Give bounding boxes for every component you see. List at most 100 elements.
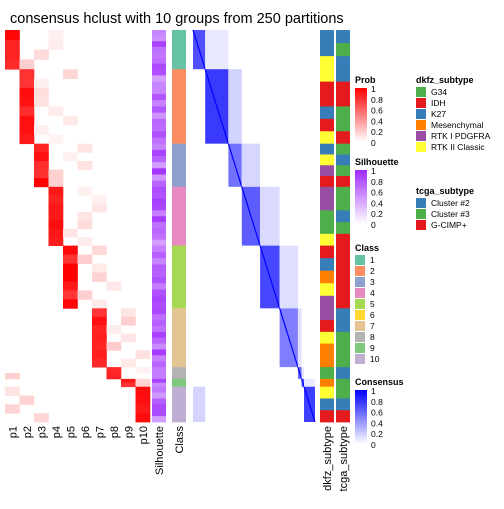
dkfz-subtype-cell bbox=[320, 154, 334, 166]
dkfz-subtype-cell bbox=[320, 308, 334, 321]
prob-cell bbox=[92, 341, 107, 351]
tcga-subtype-label: tcga_subtype bbox=[338, 426, 350, 491]
silhouette-cell bbox=[152, 35, 166, 42]
consensus-diagonal bbox=[297, 366, 303, 380]
silhouette-cell bbox=[152, 392, 166, 399]
silhouette-cell bbox=[152, 204, 166, 211]
prob-cell bbox=[77, 237, 93, 246]
prob-cell bbox=[48, 169, 64, 179]
consensus-legend-tick: 1 bbox=[371, 386, 376, 396]
tcga-subtype-cell bbox=[336, 308, 350, 321]
prob-cell bbox=[92, 245, 107, 255]
dkfz-subtype-cell bbox=[320, 295, 334, 309]
prob-cell bbox=[92, 263, 107, 273]
tcga-subtype-cell bbox=[336, 320, 350, 333]
silhouette-cell bbox=[152, 41, 166, 48]
consensus-offblock bbox=[241, 143, 261, 187]
class-legend-item: 7 bbox=[370, 321, 375, 331]
consensus-diagonal bbox=[301, 378, 305, 387]
silhouette-cell bbox=[152, 251, 166, 259]
class-cell-4 bbox=[172, 186, 186, 246]
tcga-subtype-cell bbox=[336, 378, 350, 388]
class-label: Class bbox=[174, 426, 186, 454]
silhouette-cell bbox=[152, 81, 166, 89]
consensus-diagonal bbox=[303, 386, 316, 423]
prob-cell bbox=[63, 272, 78, 282]
class-legend-item: 4 bbox=[370, 288, 375, 298]
silhouette-cell bbox=[152, 52, 166, 59]
silhouette-cell bbox=[152, 168, 166, 175]
prob-cell bbox=[63, 263, 78, 273]
dkfz-subtype-cell bbox=[320, 320, 334, 333]
class-cell-3 bbox=[172, 143, 186, 188]
tcga-subtype-cell bbox=[336, 176, 350, 188]
prob-cell bbox=[63, 281, 78, 291]
prob-cell bbox=[34, 169, 49, 179]
silhouette-cell bbox=[152, 131, 166, 138]
dkfz-subtype-cell bbox=[320, 331, 334, 344]
tcga-legend-swatch bbox=[416, 198, 426, 208]
tcga-legend-swatch bbox=[416, 220, 426, 230]
prob-cell bbox=[19, 115, 35, 126]
prob-cell bbox=[48, 134, 64, 145]
dkfz-subtype-cell bbox=[320, 69, 334, 83]
consensus-offblock bbox=[304, 378, 315, 387]
tcga-subtype-cell bbox=[336, 186, 350, 199]
dkfz-subtype-cell bbox=[320, 210, 334, 223]
prob-cell bbox=[63, 228, 78, 238]
prob-cell bbox=[63, 290, 78, 300]
silhouette-legend-tick: 0 bbox=[371, 220, 376, 230]
partition-label-p4: p4 bbox=[51, 426, 63, 438]
prob-cell bbox=[106, 341, 122, 351]
tcga-subtype-cell bbox=[336, 56, 350, 70]
prob-cell bbox=[48, 39, 64, 50]
prob-legend-tick: 0 bbox=[371, 138, 376, 148]
prob-cell bbox=[63, 152, 78, 162]
dkfz-subtype-cell bbox=[320, 165, 334, 177]
tcga-subtype-cell bbox=[336, 154, 350, 166]
dkfz-legend-title: dkfz_subtype bbox=[416, 75, 474, 85]
prob-cell bbox=[48, 203, 64, 213]
prob-cell bbox=[19, 395, 35, 405]
prob-cell bbox=[34, 160, 49, 170]
prob-cell bbox=[92, 308, 107, 318]
silhouette-cell bbox=[152, 349, 166, 356]
prob-cell bbox=[5, 373, 20, 380]
prob-cell bbox=[19, 69, 35, 79]
prob-cell bbox=[92, 333, 107, 343]
silhouette-cell bbox=[152, 180, 166, 188]
consensus-offblock bbox=[193, 386, 206, 422]
silhouette-cell bbox=[152, 149, 166, 157]
prob-cell bbox=[48, 228, 64, 238]
tcga-subtype-cell bbox=[336, 210, 350, 223]
silhouette-cell bbox=[152, 386, 166, 393]
class-legend-item: 8 bbox=[370, 332, 375, 342]
silhouette-cell bbox=[152, 373, 166, 380]
dkfz-subtype-cell bbox=[320, 355, 334, 368]
consensus-offblock bbox=[301, 367, 305, 379]
prob-legend-tick: 0.2 bbox=[371, 127, 383, 137]
prob-cell bbox=[121, 358, 136, 368]
tcga-subtype-cell bbox=[336, 165, 350, 177]
silhouette-column bbox=[152, 30, 166, 423]
tcga-subtype-cell bbox=[336, 143, 350, 155]
prob-cell bbox=[92, 195, 107, 204]
tcga-legend-item: G-CIMP+ bbox=[431, 220, 467, 230]
dkfz-legend-swatch bbox=[416, 87, 426, 97]
silhouette-cell bbox=[152, 314, 166, 321]
prob-cell bbox=[5, 59, 20, 70]
consensus-matrix-heatmap bbox=[192, 29, 316, 423]
prob-cell bbox=[63, 115, 78, 126]
silhouette-cell bbox=[152, 156, 166, 163]
tcga-legend-item: Cluster #3 bbox=[431, 209, 470, 219]
tcga-subtype-cell bbox=[336, 81, 350, 95]
dkfz-subtype-cell bbox=[320, 143, 334, 155]
tcga-subtype-cell bbox=[336, 343, 350, 356]
prob-cell bbox=[106, 281, 122, 291]
tcga-subtype-cell bbox=[336, 355, 350, 368]
prob-cell bbox=[34, 152, 49, 162]
consensus-diagonal bbox=[227, 143, 243, 187]
dkfz-legend-item: RTK I PDGFRA bbox=[431, 131, 491, 141]
silhouette-cell bbox=[152, 308, 166, 315]
